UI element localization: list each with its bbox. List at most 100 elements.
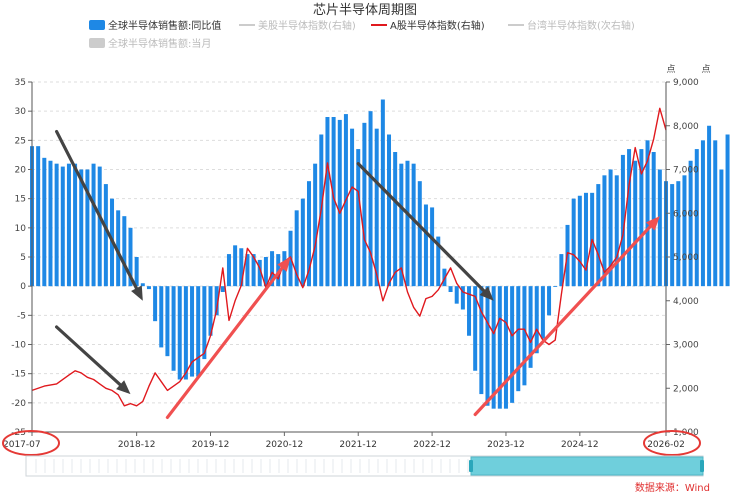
x-tick-label: 2024-12 xyxy=(561,440,599,450)
bar xyxy=(226,254,231,287)
bar xyxy=(331,117,336,287)
bar xyxy=(417,181,422,287)
bar xyxy=(670,184,675,287)
slider-right-handle[interactable] xyxy=(700,460,704,472)
legend-label: A股半导体指数(右轴) xyxy=(390,19,485,32)
bar xyxy=(91,163,96,287)
arrow-shaft xyxy=(55,325,122,387)
left-tick-label: 25 xyxy=(15,136,26,146)
x-tick-label: 2018-12 xyxy=(118,440,156,450)
bar xyxy=(688,160,693,287)
bar xyxy=(657,169,662,287)
bar xyxy=(436,236,441,287)
right-tick-label: 5,000 xyxy=(673,253,699,263)
bar xyxy=(719,169,724,287)
bar xyxy=(540,286,545,339)
right-tick-label: 7,000 xyxy=(673,166,699,176)
slider-left-handle[interactable] xyxy=(469,460,473,472)
bar xyxy=(350,128,355,287)
bar xyxy=(165,286,170,357)
legend-item[interactable]: 美股半导体指数(右轴) xyxy=(239,19,356,32)
a-share-index-line xyxy=(31,107,667,407)
bar xyxy=(713,140,718,287)
bar xyxy=(270,251,275,287)
legend-swatch xyxy=(89,20,105,30)
bar xyxy=(534,286,539,354)
left-tick-label: 0 xyxy=(20,282,26,292)
bar xyxy=(48,160,53,287)
bar xyxy=(239,248,244,287)
legend-item[interactable]: 台湾半导体指数(次右轴) xyxy=(508,19,635,32)
bar xyxy=(208,286,213,336)
legend-swatch xyxy=(89,38,105,48)
bar xyxy=(627,149,632,287)
start-date-highlight xyxy=(2,430,60,456)
legend-label: 美股半导体指数(右轴) xyxy=(258,19,356,32)
arrow-shaft xyxy=(55,129,139,290)
bar xyxy=(448,286,453,292)
chart-title: 芯片半导体周期图 xyxy=(313,3,417,18)
bar xyxy=(467,286,472,336)
bar xyxy=(460,286,465,310)
legend-item[interactable]: A股半导体指数(右轴) xyxy=(371,19,485,32)
bar xyxy=(645,140,650,287)
trend-arrow xyxy=(55,129,143,301)
left-tick-label: 30 xyxy=(15,107,27,117)
bar xyxy=(214,286,219,316)
legend: 全球半导体销售额:同比值 美股半导体指数(右轴) A股半导体指数(右轴) 台湾半导体指… xyxy=(89,19,635,50)
bar xyxy=(694,149,699,287)
arrow-head xyxy=(116,380,131,395)
bar xyxy=(183,286,188,380)
bar xyxy=(146,286,151,290)
bar xyxy=(676,181,681,287)
x-tick-label: 2021-12 xyxy=(339,440,377,450)
bar xyxy=(454,286,459,304)
bar xyxy=(700,140,705,287)
bar xyxy=(276,254,281,287)
bar xyxy=(134,257,139,287)
legend-label: 全球半导体销售额:同比值 xyxy=(108,19,221,32)
legend-item[interactable]: 全球半导体销售额:同比值 xyxy=(89,19,221,32)
bar xyxy=(177,286,182,380)
bar xyxy=(202,286,207,360)
left-tick-label: 10 xyxy=(15,224,27,234)
bar xyxy=(313,163,318,287)
bar xyxy=(528,286,533,368)
bar xyxy=(116,210,121,287)
legend-label: 全球半导体销售额:当月 xyxy=(108,37,211,50)
bar xyxy=(491,286,496,409)
bar xyxy=(522,286,527,386)
bar xyxy=(485,286,490,406)
bar xyxy=(128,227,133,287)
right-tick-label: 9,000 xyxy=(673,78,699,88)
bar xyxy=(399,163,404,287)
left-tick-label: -5 xyxy=(17,311,26,321)
bar xyxy=(122,216,127,287)
bar xyxy=(633,160,638,287)
bar xyxy=(602,175,607,287)
bar xyxy=(577,195,582,287)
bar xyxy=(362,122,367,287)
bar xyxy=(294,210,299,287)
bar xyxy=(442,268,447,287)
bar xyxy=(620,154,625,287)
bar xyxy=(337,119,342,287)
bar xyxy=(503,286,508,409)
bar xyxy=(97,166,102,287)
bar xyxy=(159,286,164,348)
bar xyxy=(387,134,392,287)
data-zoom-slider[interactable] xyxy=(25,455,704,477)
end-date-highlight xyxy=(643,430,701,456)
right-tick-label: 2,000 xyxy=(673,384,699,394)
slider-window[interactable] xyxy=(470,456,704,476)
bar xyxy=(614,175,619,287)
left-tick-label: 20 xyxy=(15,166,27,176)
right-tick-label: 4,000 xyxy=(673,297,699,307)
arrow-head xyxy=(479,286,494,301)
bar xyxy=(682,175,687,287)
bar xyxy=(263,257,268,287)
bar xyxy=(85,169,90,287)
legend-item[interactable]: 全球半导体销售额:当月 xyxy=(89,37,211,50)
bar xyxy=(423,204,428,287)
left-tick-label: 15 xyxy=(15,195,26,205)
